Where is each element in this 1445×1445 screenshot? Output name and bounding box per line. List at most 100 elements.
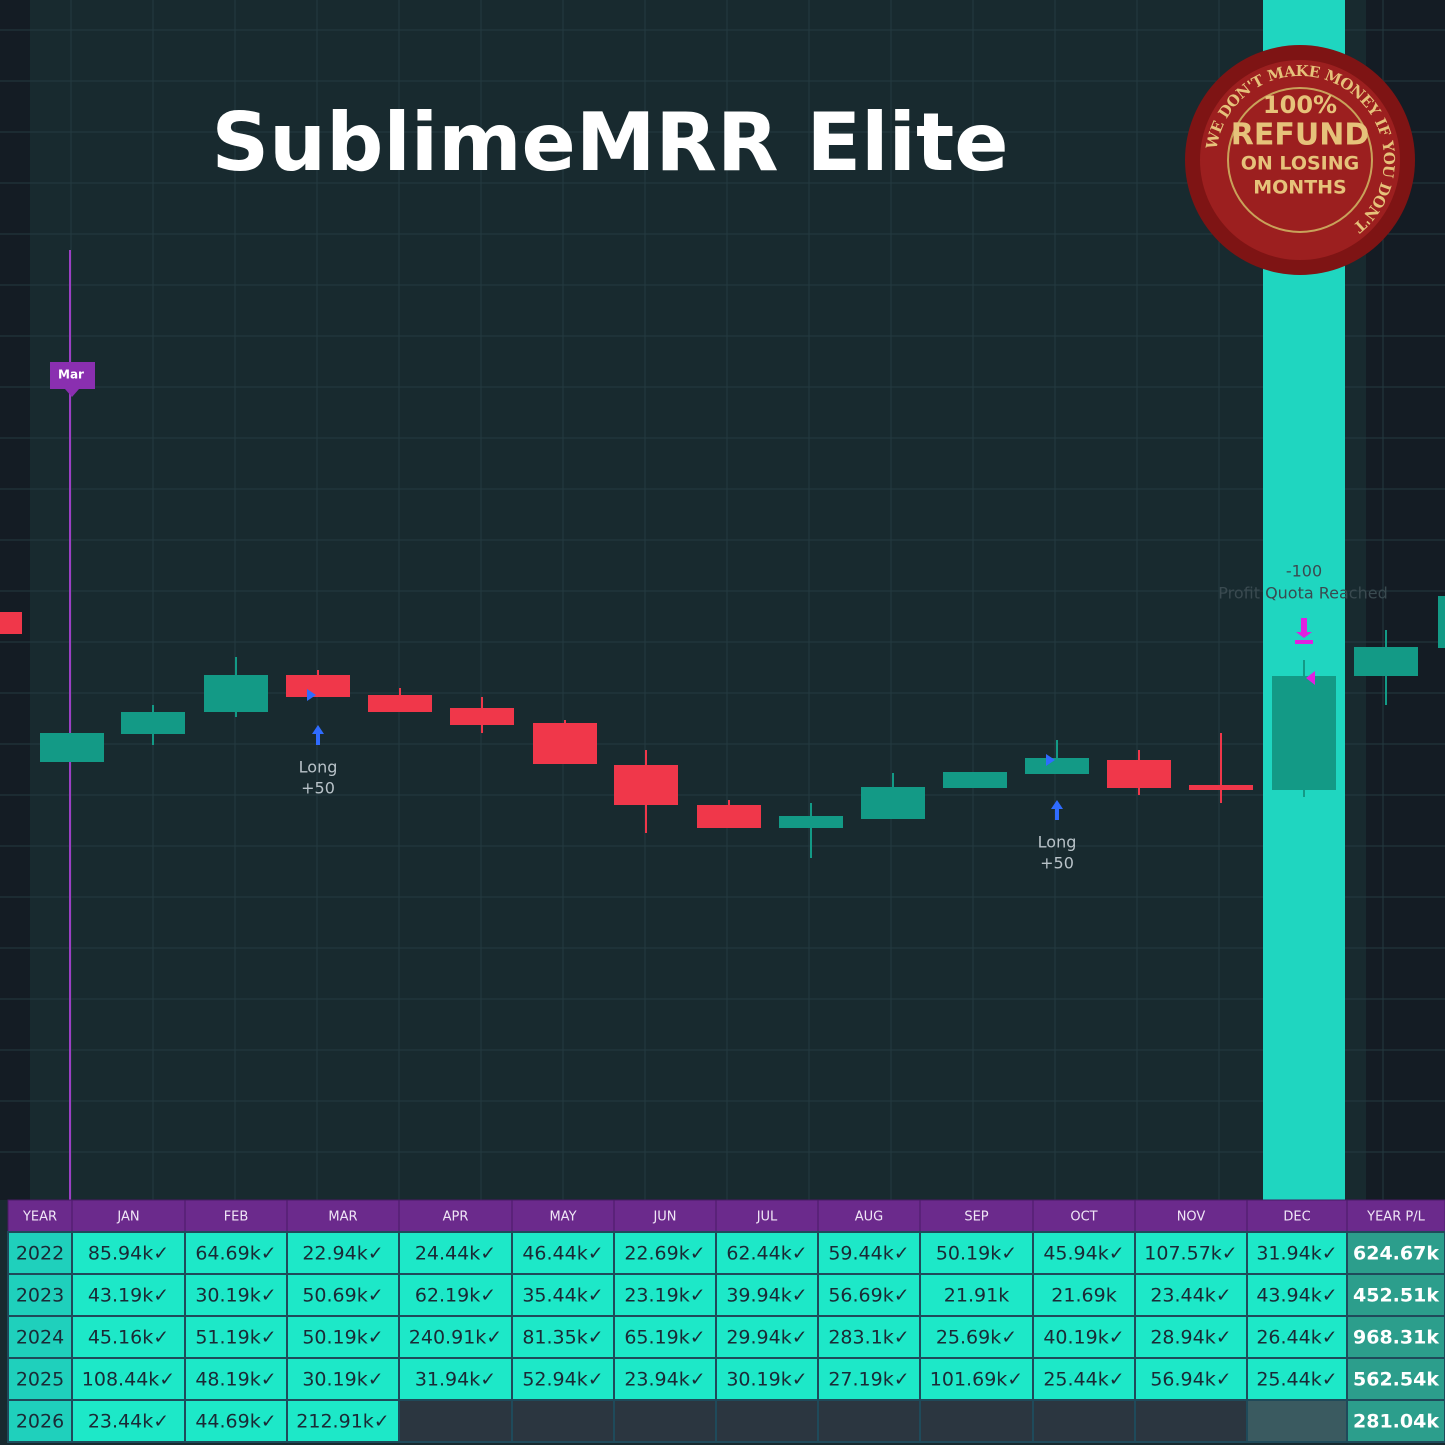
candle-body <box>614 765 678 805</box>
exit-amount: -100 <box>1286 562 1322 581</box>
cell-text: 26.44k✓ <box>1256 1327 1337 1349</box>
cell-text: 23.94k✓ <box>624 1369 705 1391</box>
cell-text: 25.44k✓ <box>1043 1369 1124 1391</box>
cell-text: 30.19k✓ <box>726 1369 807 1391</box>
candle-body <box>1189 785 1253 790</box>
table-cell <box>1032 1399 1136 1443</box>
table-cell <box>511 1399 615 1443</box>
header-cell <box>184 1199 288 1233</box>
candle-body <box>861 787 925 819</box>
header-label: MAY <box>549 1210 576 1225</box>
candle-body <box>121 712 185 734</box>
cell-text: 23.44k✓ <box>1150 1285 1231 1307</box>
candle-body <box>450 708 514 725</box>
table-cell <box>1246 1231 1348 1275</box>
header-label: YEAR <box>22 1210 57 1225</box>
table-cell <box>817 1231 921 1275</box>
exit-marker <box>1295 618 1313 644</box>
seal-text: MONTHS <box>1253 177 1347 199</box>
table-cell <box>398 1357 513 1401</box>
cell-text: 21.91k <box>944 1285 1009 1307</box>
table-cell <box>7 1231 73 1275</box>
header-label: JAN <box>116 1210 139 1225</box>
candle-body <box>779 816 843 828</box>
cell-text: 212.91k✓ <box>296 1411 389 1433</box>
signal-label: Long <box>1038 833 1077 852</box>
header-label: DEC <box>1283 1210 1310 1225</box>
cell-text: 30.19k✓ <box>195 1285 276 1307</box>
candle-body <box>1025 758 1089 774</box>
candle-body <box>1107 760 1171 788</box>
table-cell <box>398 1315 513 1359</box>
header-label: SEP <box>964 1210 988 1225</box>
cell-text: 968.31k <box>1353 1327 1439 1349</box>
table-cell <box>1134 1273 1248 1317</box>
cell-text: 45.94k✓ <box>1043 1243 1124 1265</box>
candle-body <box>0 612 22 634</box>
table-cell <box>286 1273 400 1317</box>
table-cell <box>71 1273 186 1317</box>
cell-text: 25.44k✓ <box>1256 1369 1337 1391</box>
header-label: JUN <box>652 1210 676 1225</box>
entry-marker <box>1046 754 1055 766</box>
table-cell <box>919 1273 1034 1317</box>
cell-text: 52.94k✓ <box>522 1369 603 1391</box>
table-cell <box>184 1315 288 1359</box>
cell-text: 25.69k✓ <box>936 1327 1017 1349</box>
cell-text: 45.16k✓ <box>88 1327 169 1349</box>
cell-text: 27.19k✓ <box>828 1369 909 1391</box>
table-cell <box>398 1273 513 1317</box>
candle-body <box>40 733 104 762</box>
candle-body <box>697 805 761 828</box>
header-label: MAR <box>328 1210 357 1225</box>
seal-ring <box>1227 87 1373 233</box>
grid <box>0 0 1445 1200</box>
signal-label: Long <box>299 758 338 777</box>
table-cell <box>1032 1231 1136 1275</box>
table-cell <box>715 1399 819 1443</box>
cell-text: 65.19k✓ <box>624 1327 705 1349</box>
header-cell <box>1134 1199 1248 1233</box>
header-cell <box>715 1199 819 1233</box>
cell-text: 62.44k✓ <box>726 1243 807 1265</box>
candle-body <box>368 695 432 712</box>
cell-text: 101.69k✓ <box>930 1369 1023 1391</box>
seal-text: 100% <box>1263 91 1337 119</box>
cell-text: 452.51k <box>1353 1285 1439 1307</box>
header-cell <box>919 1199 1034 1233</box>
cell-text: 2024 <box>16 1327 64 1349</box>
header-cell <box>1346 1199 1445 1233</box>
table-cell <box>1134 1231 1248 1275</box>
candle-body <box>1354 647 1418 676</box>
cell-text: 56.94k✓ <box>1150 1369 1231 1391</box>
cell-text: 48.19k✓ <box>195 1369 276 1391</box>
cell-text: 281.04k <box>1353 1411 1439 1433</box>
table-cell <box>613 1315 717 1359</box>
cell-text: 81.35k✓ <box>522 1327 603 1349</box>
table-cell <box>1346 1357 1445 1401</box>
table-cell <box>511 1357 615 1401</box>
candle-body <box>943 772 1007 788</box>
cell-text: 283.1k✓ <box>828 1327 909 1349</box>
header-cell <box>398 1199 513 1233</box>
seal-text: ON LOSING <box>1241 153 1360 175</box>
table-cell <box>398 1399 513 1443</box>
header-label: OCT <box>1070 1210 1097 1225</box>
cell-text: 624.67k <box>1353 1243 1439 1265</box>
header-label: FEB <box>224 1210 249 1225</box>
candle-body <box>1272 676 1336 790</box>
table-cell <box>1246 1399 1348 1443</box>
cell-text: 31.94k✓ <box>1256 1243 1337 1265</box>
table-cell <box>286 1315 400 1359</box>
cell-text: 85.94k✓ <box>88 1243 169 1265</box>
candles <box>0 596 1445 858</box>
table-cell <box>613 1399 717 1443</box>
candle-body <box>286 675 350 697</box>
cell-text: 22.69k✓ <box>624 1243 705 1265</box>
cell-text: 50.19k✓ <box>936 1243 1017 1265</box>
cell-text: 35.44k✓ <box>522 1285 603 1307</box>
table-cell <box>613 1357 717 1401</box>
cell-text: 51.19k✓ <box>195 1327 276 1349</box>
cell-text: 62.19k✓ <box>415 1285 496 1307</box>
